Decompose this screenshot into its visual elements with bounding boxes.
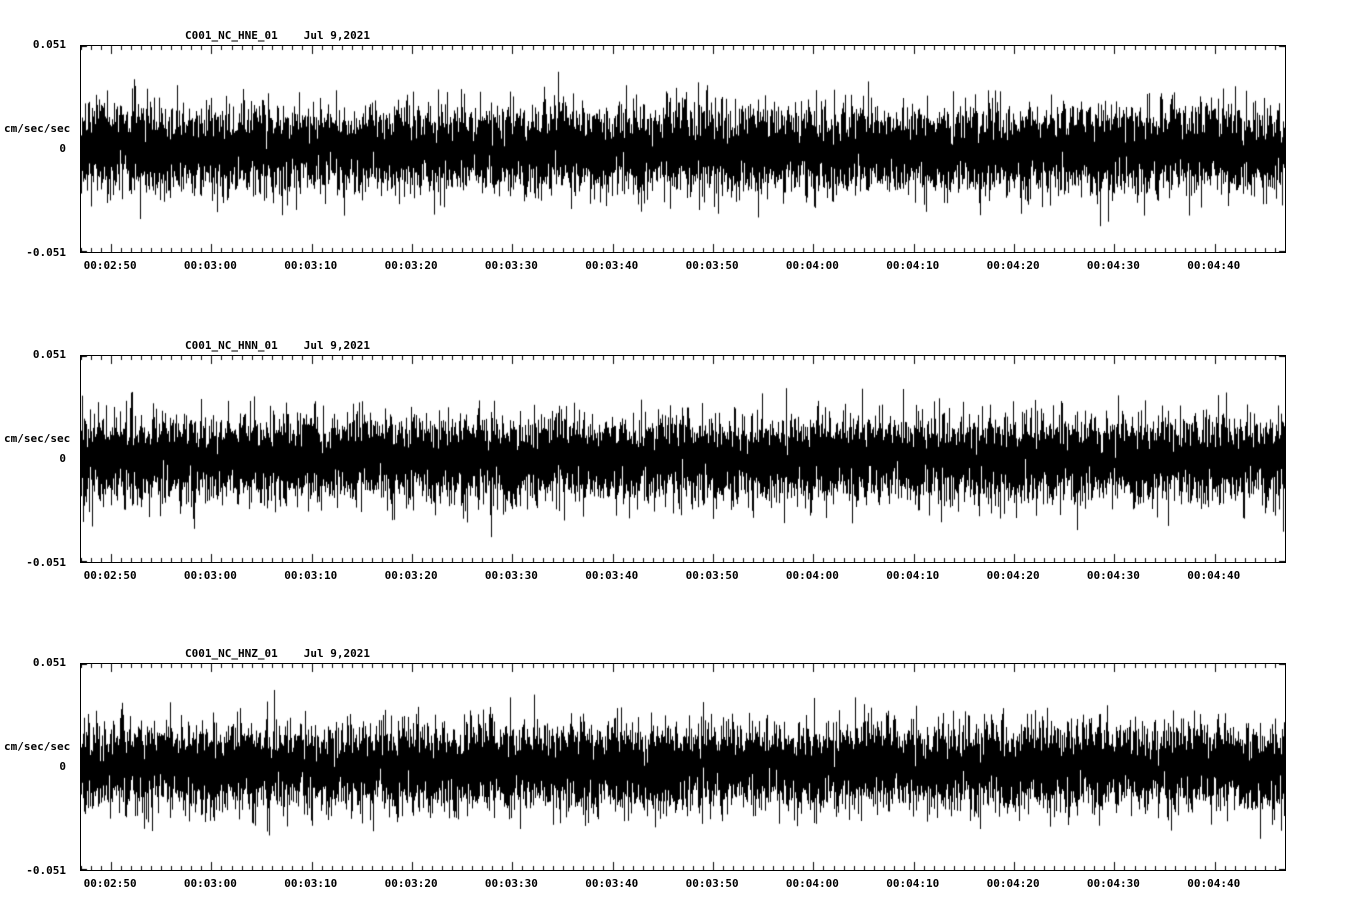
x-tick-label: 00:04:20: [986, 877, 1040, 890]
x-tick-label: 00:03:30: [484, 259, 538, 272]
x-tick-label: 00:03:20: [384, 259, 438, 272]
x-tick-label: 00:03:30: [484, 877, 538, 890]
x-tick-label: 00:04:20: [986, 569, 1040, 582]
x-axis-labels: 00:02:50 00:03:00 00:03:10 00:03:20 00:03:30…: [0, 259, 1358, 275]
y-tick-label-max: 0.051: [32, 348, 66, 361]
x-tick-label: 00:03:40: [585, 259, 639, 272]
x-tick-label: 00:03:50: [685, 877, 739, 890]
x-tick-label: 00:04:10: [886, 259, 940, 272]
y-tick-label-zero: 0: [59, 452, 66, 465]
trace-title-row: C001_NC_HNN_01 Jul 9,2021: [185, 339, 370, 352]
x-tick-label: 00:03:10: [284, 259, 338, 272]
x-tick-label: 00:03:30: [484, 569, 538, 582]
plot-area: [80, 355, 1286, 563]
y-tick-label-max: 0.051: [32, 38, 66, 51]
x-tick-label: 00:03:50: [685, 259, 739, 272]
trace-id-label: C001_NC_HNZ_01: [185, 647, 278, 660]
x-tick-label: 00:02:50: [83, 569, 137, 582]
plot-area: [80, 45, 1286, 253]
trace-date-label: Jul 9,2021: [303, 647, 370, 660]
x-axis-labels: 00:02:50 00:03:00 00:03:10 00:03:20 00:03:30…: [0, 877, 1358, 893]
y-axis-unit-label: cm/sec/sec: [4, 122, 71, 135]
waveform-panel-hnn: C001_NC_HNN_01 Jul 9,2021 0.051 cm/sec/se…: [0, 339, 1358, 639]
x-tick-label: 00:03:40: [585, 569, 639, 582]
trace-id-label: C001_NC_HNE_01: [185, 29, 278, 42]
trace-title-row: C001_NC_HNE_01 Jul 9,2021: [185, 29, 370, 42]
x-tick-label: 00:03:20: [384, 877, 438, 890]
x-tick-label: 00:03:50: [685, 569, 739, 582]
x-tick-label: 00:04:00: [785, 569, 839, 582]
x-tick-label: 00:04:30: [1086, 569, 1140, 582]
x-tick-label: 00:03:00: [183, 259, 237, 272]
x-tick-label: 00:04:40: [1187, 569, 1241, 582]
x-tick-label: 00:04:30: [1086, 877, 1140, 890]
waveform-canvas: [81, 664, 1285, 870]
x-tick-label: 00:04:10: [886, 569, 940, 582]
y-axis-unit-label: cm/sec/sec: [4, 432, 71, 445]
y-tick-label-min: -0.051: [26, 864, 66, 877]
x-axis-labels: 00:02:50 00:03:00 00:03:10 00:03:20 00:03:30…: [0, 569, 1358, 585]
x-tick-label: 00:02:50: [83, 877, 137, 890]
x-tick-label: 00:04:30: [1086, 259, 1140, 272]
x-tick-label: 00:04:00: [785, 259, 839, 272]
trace-date-label: Jul 9,2021: [303, 29, 370, 42]
x-tick-label: 00:04:00: [785, 877, 839, 890]
trace-title-row: C001_NC_HNZ_01 Jul 9,2021: [185, 647, 370, 660]
y-axis-unit-label: cm/sec/sec: [4, 740, 71, 753]
x-tick-label: 00:04:10: [886, 877, 940, 890]
y-tick-label-zero: 0: [59, 760, 66, 773]
x-tick-label: 00:02:50: [83, 259, 137, 272]
plot-area: [80, 663, 1286, 871]
x-tick-label: 00:03:20: [384, 569, 438, 582]
x-tick-label: 00:03:10: [284, 877, 338, 890]
x-tick-label: 00:03:00: [183, 877, 237, 890]
waveform-panel-hnz: C001_NC_HNZ_01 Jul 9,2021 0.051 cm/sec/se…: [0, 647, 1358, 924]
x-tick-label: 00:03:00: [183, 569, 237, 582]
y-tick-label-min: -0.051: [26, 556, 66, 569]
waveform-panel-hne: C001_NC_HNE_01 Jul 9,2021 0.051 cm/sec/se…: [0, 29, 1358, 329]
x-tick-label: 00:03:10: [284, 569, 338, 582]
x-tick-label: 00:04:40: [1187, 259, 1241, 272]
y-tick-label-zero: 0: [59, 142, 66, 155]
waveform-canvas: [81, 356, 1285, 562]
waveform-canvas: [81, 46, 1285, 252]
trace-id-label: C001_NC_HNN_01: [185, 339, 278, 352]
y-tick-label-min: -0.051: [26, 246, 66, 259]
y-tick-label-max: 0.051: [32, 656, 66, 669]
x-tick-label: 00:03:40: [585, 877, 639, 890]
x-tick-label: 00:04:40: [1187, 877, 1241, 890]
trace-date-label: Jul 9,2021: [303, 339, 370, 352]
x-tick-label: 00:04:20: [986, 259, 1040, 272]
